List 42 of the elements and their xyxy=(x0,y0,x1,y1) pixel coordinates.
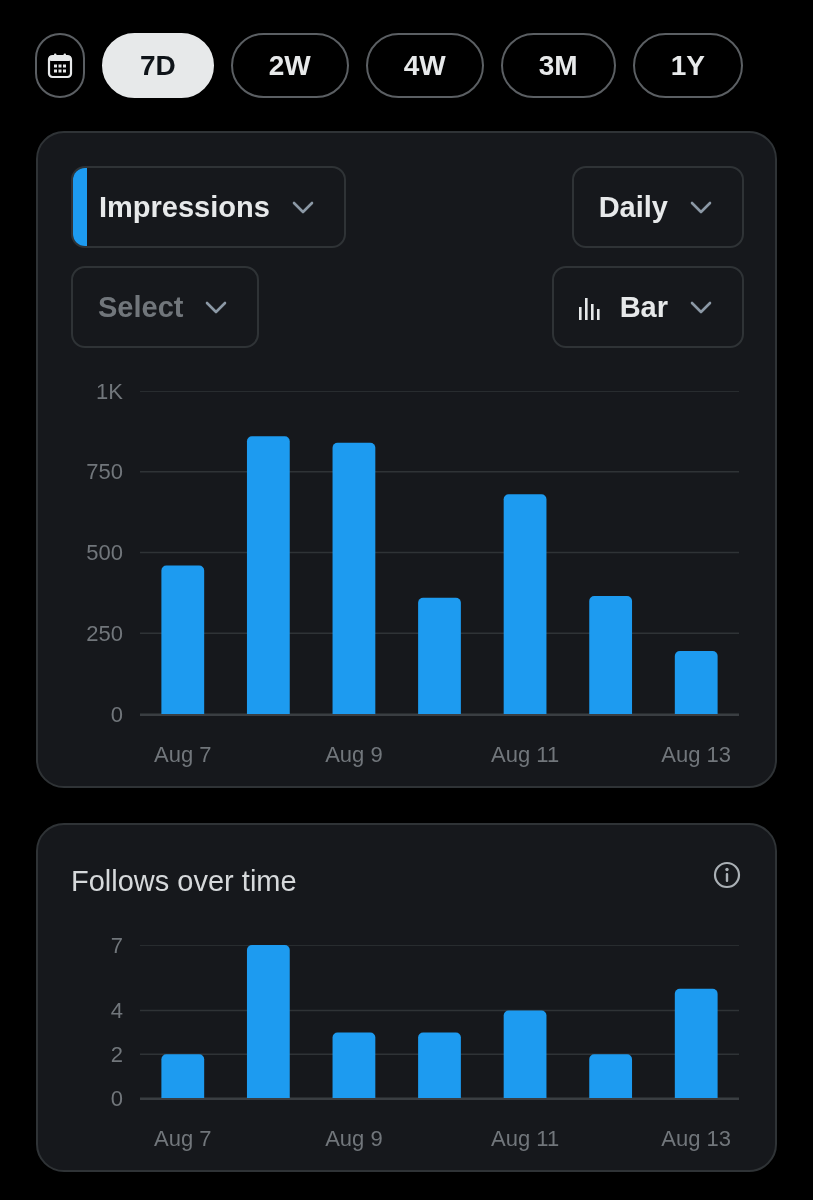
bar xyxy=(246,436,290,714)
y-tick-label: 7 xyxy=(110,932,123,958)
button: 3M xyxy=(500,33,616,98)
x-tick-label: Aug 13 xyxy=(661,741,732,767)
chart-title: Impressions xyxy=(99,190,270,224)
x-tick-label: Aug 9 xyxy=(325,741,383,767)
bar xyxy=(161,565,205,714)
button: 4W xyxy=(365,33,484,98)
button: 7D xyxy=(102,33,214,98)
bar xyxy=(161,1054,205,1098)
x-tick-label: Aug 11 xyxy=(491,1125,560,1151)
bar xyxy=(503,1010,547,1098)
y-tick-label: 500 xyxy=(86,540,123,566)
dropdown: Impressions xyxy=(71,166,346,248)
button: 2W xyxy=(230,33,349,98)
bar xyxy=(332,442,376,714)
y-tick-label: 1K xyxy=(96,378,124,404)
x-tick-label: Aug 13 xyxy=(661,1125,732,1151)
dropdown: Daily xyxy=(571,166,744,248)
y-tick-label: 4 xyxy=(110,998,123,1024)
dropdown: Bar xyxy=(551,266,744,348)
x-tick-label: Aug 7 xyxy=(154,1125,212,1151)
y-tick-label: 750 xyxy=(86,459,123,485)
dropdown: Select xyxy=(71,266,260,348)
bar xyxy=(589,596,633,714)
y-tick-label: 0 xyxy=(110,1085,123,1111)
bar xyxy=(418,597,461,714)
button: 1Y xyxy=(632,33,743,98)
chart-title: Follows over time xyxy=(71,864,297,899)
y-tick-label: 250 xyxy=(86,620,123,646)
bar xyxy=(589,1054,633,1098)
bar xyxy=(246,945,290,1098)
x-tick-label: Aug 9 xyxy=(325,1125,383,1151)
bar xyxy=(674,988,718,1098)
bar xyxy=(332,1032,376,1098)
bar xyxy=(418,1032,461,1098)
bar xyxy=(674,651,718,714)
x-tick-label: Aug 7 xyxy=(154,741,212,767)
y-tick-label: 0 xyxy=(110,701,123,727)
x-tick-label: Aug 11 xyxy=(491,741,560,767)
y-tick-label: 2 xyxy=(110,1041,123,1067)
bar xyxy=(503,494,547,714)
